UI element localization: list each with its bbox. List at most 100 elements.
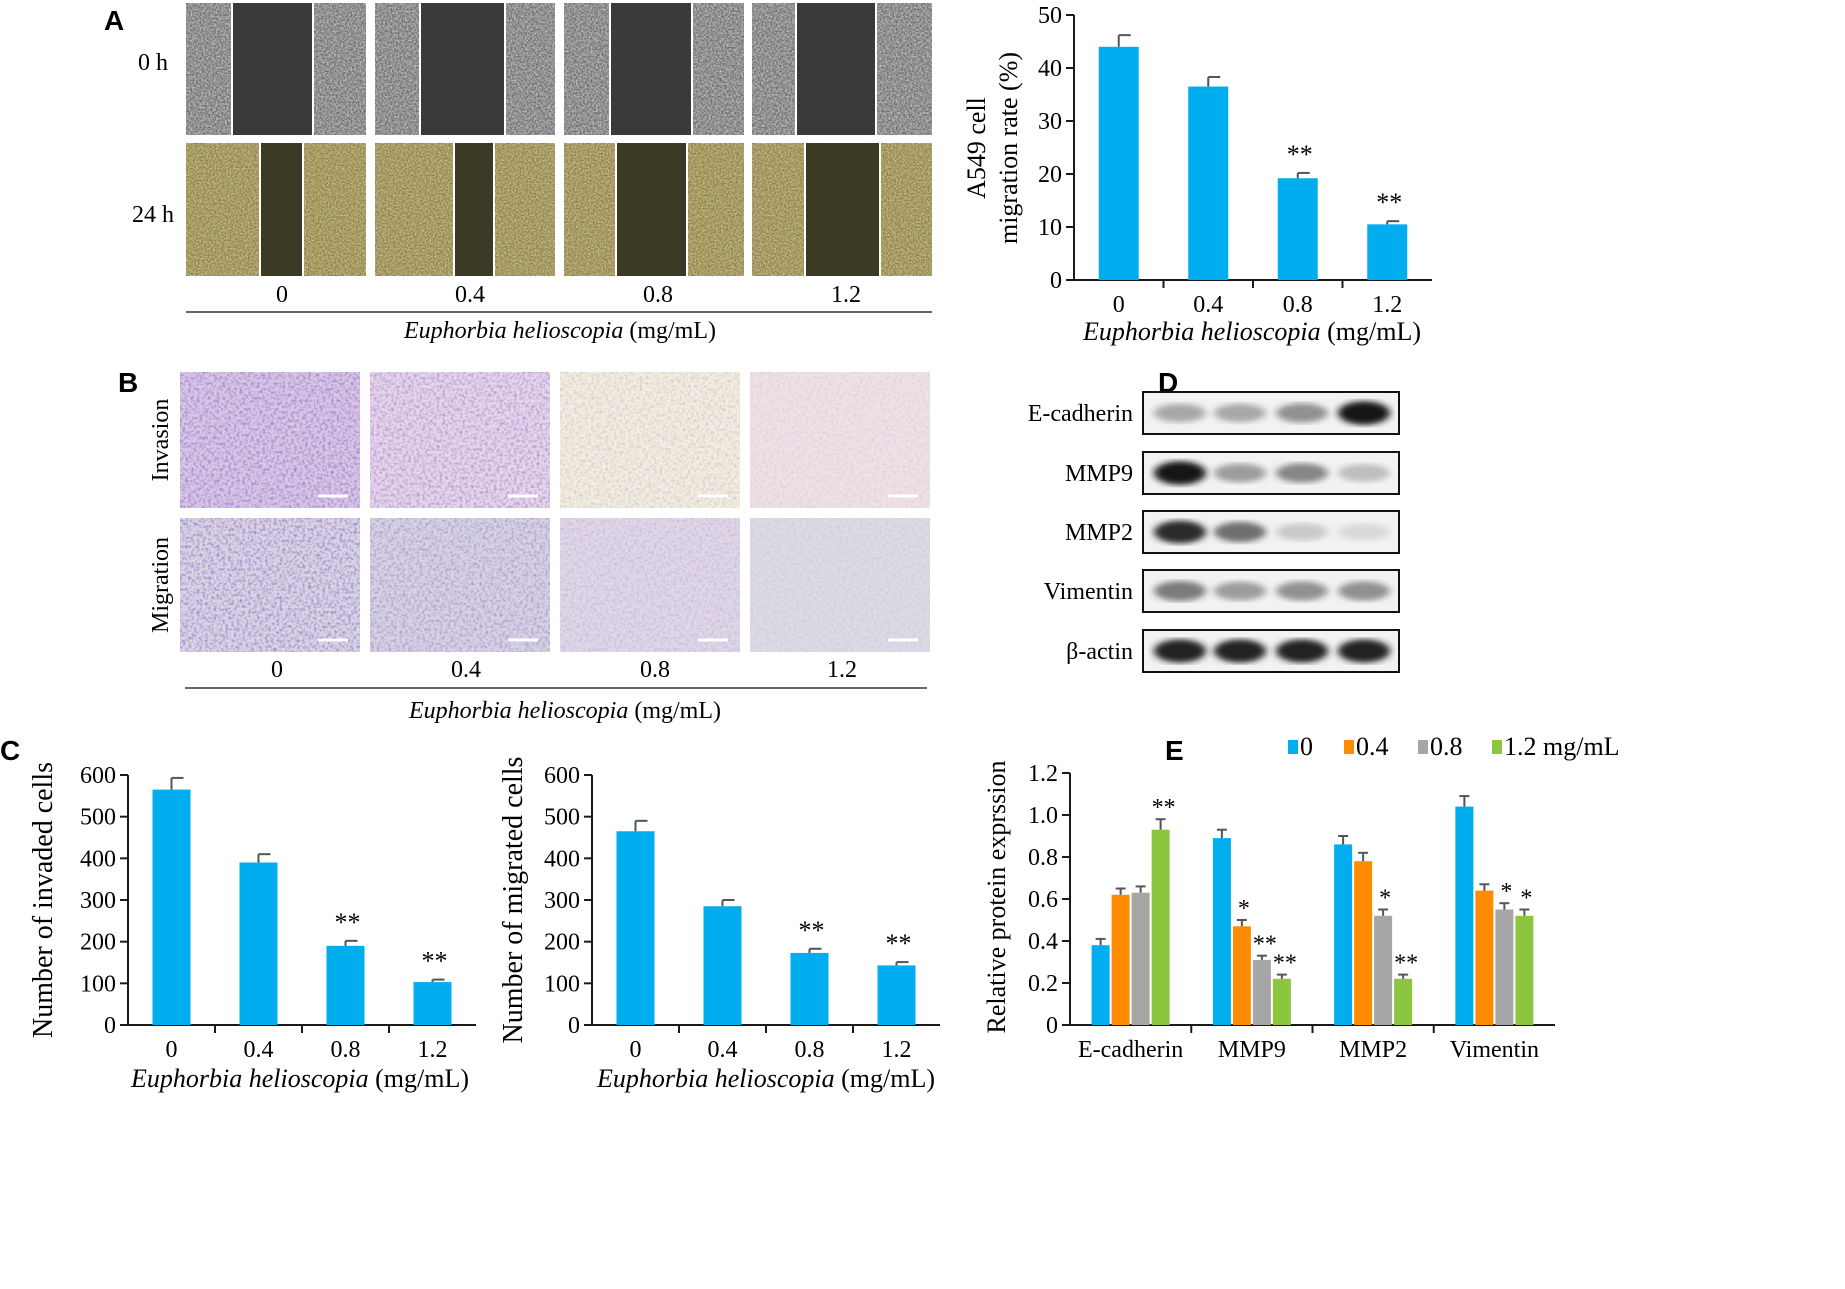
bar (877, 965, 916, 1025)
blot-band (1276, 463, 1328, 483)
significance-mark: ** (1376, 188, 1402, 217)
invasion-image-2 (560, 372, 740, 508)
scratch-image-0h-1 (375, 3, 555, 135)
x-axis-label-italic: Euphorbia helioscopia (130, 1064, 369, 1093)
y-axis-label-line1: A549 cell (962, 97, 991, 199)
x-tick-label: Vimentin (1450, 1037, 1539, 1063)
invasion-image-0 (180, 372, 360, 508)
stained-cells (370, 372, 550, 508)
bar (1212, 838, 1231, 1025)
x-tick-label: 1.2 (1372, 292, 1402, 318)
dose-label: 0.4 (455, 282, 485, 308)
significance-mark: ** (799, 916, 825, 945)
protein-label: β-actin (1066, 639, 1133, 665)
y-tick-label: 100 (80, 971, 116, 997)
blot-band (1154, 403, 1206, 423)
y-tick-label: 300 (80, 888, 116, 914)
dose-axis-label: Euphorbia helioscopia (mg/mL) (408, 698, 721, 724)
x-tick-label: MMP9 (1218, 1037, 1286, 1063)
y-tick-label: 0 (1050, 268, 1062, 294)
blot-band (1276, 581, 1328, 601)
bar (152, 789, 191, 1025)
axis-label-unit: (mg/mL) (628, 698, 721, 724)
stained-cells (180, 518, 360, 652)
panel-A-letter: A (104, 5, 124, 36)
x-axis-label-italic: Euphorbia helioscopia (1082, 317, 1321, 346)
bar (1252, 959, 1271, 1025)
chart-E-protein-expression: 0 0.2 0.4 0.6 0.8 1.0 1.2 E-cadherin MMP9 MMP2 Vim… (982, 732, 1620, 1063)
blot-band (1276, 403, 1328, 423)
y-tick-label: 100 (544, 971, 580, 997)
legend-swatch (1288, 740, 1298, 754)
y-axis-label-line2: migration rate (%) (994, 52, 1023, 244)
dose-label: 0 (276, 282, 288, 308)
scratch-gap (616, 143, 687, 276)
blot-strip-1: MMP9 (1065, 451, 1400, 495)
protein-label: MMP9 (1065, 461, 1133, 487)
bar (1131, 892, 1150, 1025)
y-tick-label: 600 (80, 763, 116, 789)
y-tick-label: 30 (1038, 109, 1062, 135)
y-tick-label: 0 (104, 1013, 116, 1039)
blot-band (1338, 401, 1390, 425)
panel-B-letter: B (118, 367, 138, 398)
blot-strip-0: E-cadherin (1028, 391, 1400, 435)
stained-cells (560, 372, 740, 508)
significance-mark: ** (422, 947, 448, 976)
scratch-image-24h-3 (752, 143, 932, 276)
chart-A-migration-rate: 0 10 20 30 40 50 0 0.4 0.8 1.2 ** ** A549 cell migrat… (962, 3, 1432, 346)
dose-axis-label: Euphorbia helioscopia (mg/mL) (403, 318, 716, 344)
y-tick-label: 500 (80, 805, 116, 831)
significance-mark: ** (1253, 932, 1277, 958)
significance-mark: ** (1152, 795, 1176, 821)
row-label-invasion: Invasion (148, 399, 174, 482)
y-tick-label: 300 (544, 888, 580, 914)
bar (790, 952, 829, 1025)
blot-band (1338, 639, 1390, 663)
blot-band (1214, 403, 1266, 423)
y-tick-label: 0.2 (1028, 971, 1058, 997)
stained-cells (750, 372, 930, 508)
y-tick-label: 0 (1046, 1013, 1058, 1039)
y-tick-label: 500 (544, 805, 580, 831)
y-tick-label: 200 (80, 930, 116, 956)
y-axis-label: Number of migrated cells (498, 757, 529, 1044)
y-tick-label: 0 (568, 1013, 580, 1039)
x-tick-label: 0.8 (795, 1037, 825, 1063)
dose-label: 0.4 (451, 657, 481, 683)
significance-mark: * (1238, 896, 1250, 922)
significance-mark: ** (335, 908, 361, 937)
scratch-image-24h-2 (564, 143, 744, 276)
dose-label: 1.2 (827, 657, 857, 683)
y-tick-label: 0.4 (1028, 929, 1058, 955)
bar (1374, 915, 1393, 1025)
protein-label: Vimentin (1044, 579, 1133, 605)
migration-image-1 (370, 518, 550, 652)
scratch-image-0h-0 (186, 3, 366, 135)
blot-band (1338, 581, 1390, 601)
scratch-gap (260, 143, 303, 276)
blot-band (1276, 639, 1328, 663)
scratch-gap (454, 143, 494, 276)
migration-image-3 (750, 518, 930, 652)
blot-band (1154, 639, 1206, 663)
blot-band (1214, 581, 1266, 601)
blot-strip-2: MMP2 (1065, 510, 1400, 554)
significance-mark: ** (1394, 951, 1418, 977)
x-axis-label: Euphorbia helioscopia (mg/mL) (130, 1064, 469, 1093)
bar (1455, 806, 1474, 1025)
bar (1394, 978, 1413, 1025)
legend-swatch (1418, 740, 1428, 754)
significance-mark: * (1379, 886, 1391, 912)
x-axis-label: Euphorbia helioscopia (mg/mL) (1082, 317, 1421, 346)
x-tick-label: 0.4 (1193, 292, 1223, 318)
stained-cells (370, 518, 550, 652)
legend-label: 0.4 (1356, 732, 1389, 761)
panel-D-western-blot: E-cadherin MMP9 MMP2 Vimentin β-actin (1028, 391, 1400, 673)
bar (1367, 224, 1408, 280)
dose-label: 1.2 (831, 282, 861, 308)
scratch-gap (610, 3, 692, 135)
protein-label: E-cadherin (1028, 401, 1133, 427)
blot-band (1154, 461, 1206, 485)
